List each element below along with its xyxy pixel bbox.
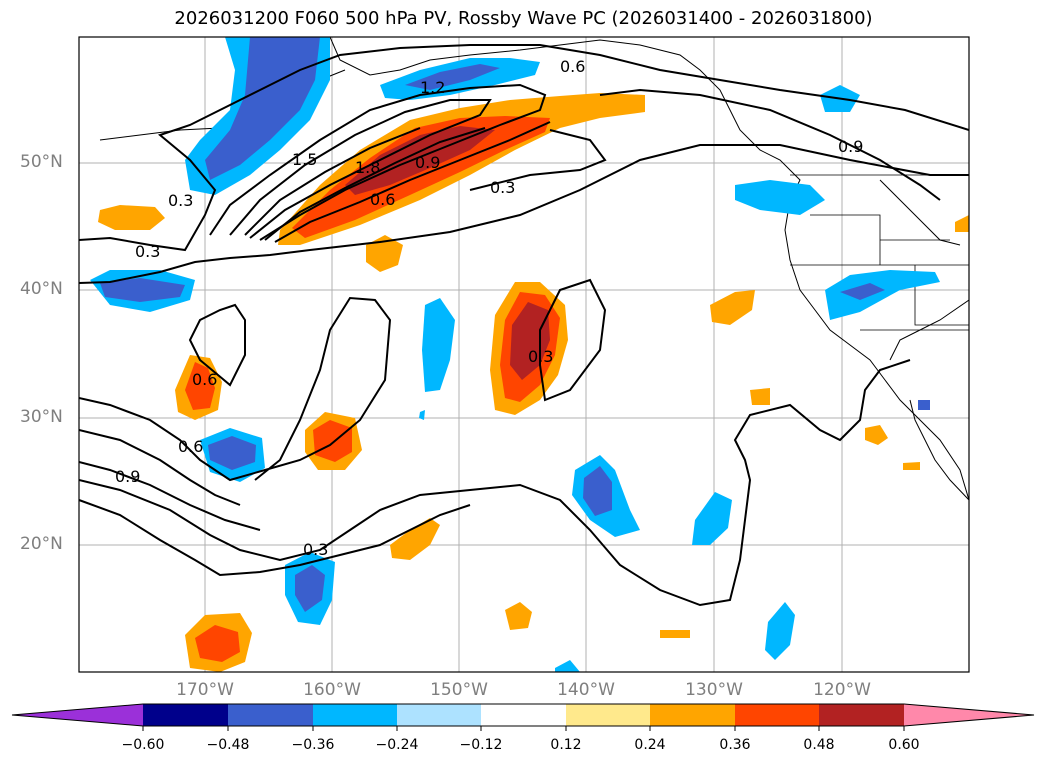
map-title: 2026031200 F060 500 hPa PV, Rossby Wave … xyxy=(174,8,873,29)
colorbar-bin xyxy=(228,704,313,726)
colorbar-tick-label: 0.24 xyxy=(634,737,666,753)
lon-label: 150°W xyxy=(430,680,488,700)
colorbar-tick-label: −0.60 xyxy=(121,737,165,753)
colorbar-tick-label: −0.36 xyxy=(291,737,335,753)
contour-label-group: 0.6 1.2 1.5 1.8 0.9 0.6 0.3 0.3 0.3 0.9 … xyxy=(115,57,863,559)
colorbar-bin xyxy=(397,704,481,726)
colorbar-tick-label: 0.48 xyxy=(803,737,835,753)
contour-label: 1.8 xyxy=(355,158,380,177)
colorbar xyxy=(11,703,1035,731)
contours xyxy=(79,44,969,607)
colorbar-bin xyxy=(819,704,904,726)
colorbar-tick-label: 0.60 xyxy=(888,737,920,753)
contour-label: 0.9 xyxy=(115,467,140,486)
lon-label: 140°W xyxy=(557,680,615,700)
lon-label: 170°W xyxy=(176,680,234,700)
colorbar-extend-low xyxy=(12,704,143,726)
contour-label: 0.3 xyxy=(168,191,193,210)
plot-frame xyxy=(78,36,970,673)
contour-label: 0.6 xyxy=(178,437,203,456)
contour-label: 0.9 xyxy=(838,137,863,156)
lon-label: 160°W xyxy=(303,680,361,700)
lat-label: 50°N xyxy=(20,152,63,172)
contour-label: 0.3 xyxy=(135,242,160,261)
colorbar-tick-label: 0.12 xyxy=(550,737,582,753)
contour-label: 0.3 xyxy=(528,347,553,366)
colorbar-extend-high xyxy=(904,704,1034,726)
colorbar-tick-label: −0.12 xyxy=(459,737,503,753)
contour-label: 0.9 xyxy=(415,153,440,172)
lon-label: 120°W xyxy=(813,680,871,700)
colorbar-bin xyxy=(650,704,735,726)
pv-negative-shading xyxy=(90,37,940,672)
gridlines xyxy=(79,37,969,672)
contour-label: 1.5 xyxy=(292,150,317,169)
contour-label: 0.6 xyxy=(370,190,395,209)
contour-label: 0.6 xyxy=(560,57,585,76)
contour-label: 1.2 xyxy=(420,78,445,97)
lat-label: 20°N xyxy=(20,534,63,554)
colorbar-tick-label: −0.24 xyxy=(375,737,419,753)
lat-label: 40°N xyxy=(20,279,63,299)
colorbar-bin xyxy=(566,704,650,726)
colorbar-bin xyxy=(481,704,566,726)
contour-label: 0.3 xyxy=(303,540,328,559)
lon-label: 130°W xyxy=(685,680,743,700)
colorbar-bin xyxy=(313,704,397,726)
colorbar-tick-label: 0.36 xyxy=(719,737,751,753)
contour-label: 0.6 xyxy=(192,370,217,389)
colorbar-bin xyxy=(143,704,228,726)
colorbar-bin xyxy=(735,704,819,726)
contour-label: 0.3 xyxy=(490,178,515,197)
colorbar-tick-label: −0.48 xyxy=(206,737,250,753)
lat-label: 30°N xyxy=(20,407,63,427)
